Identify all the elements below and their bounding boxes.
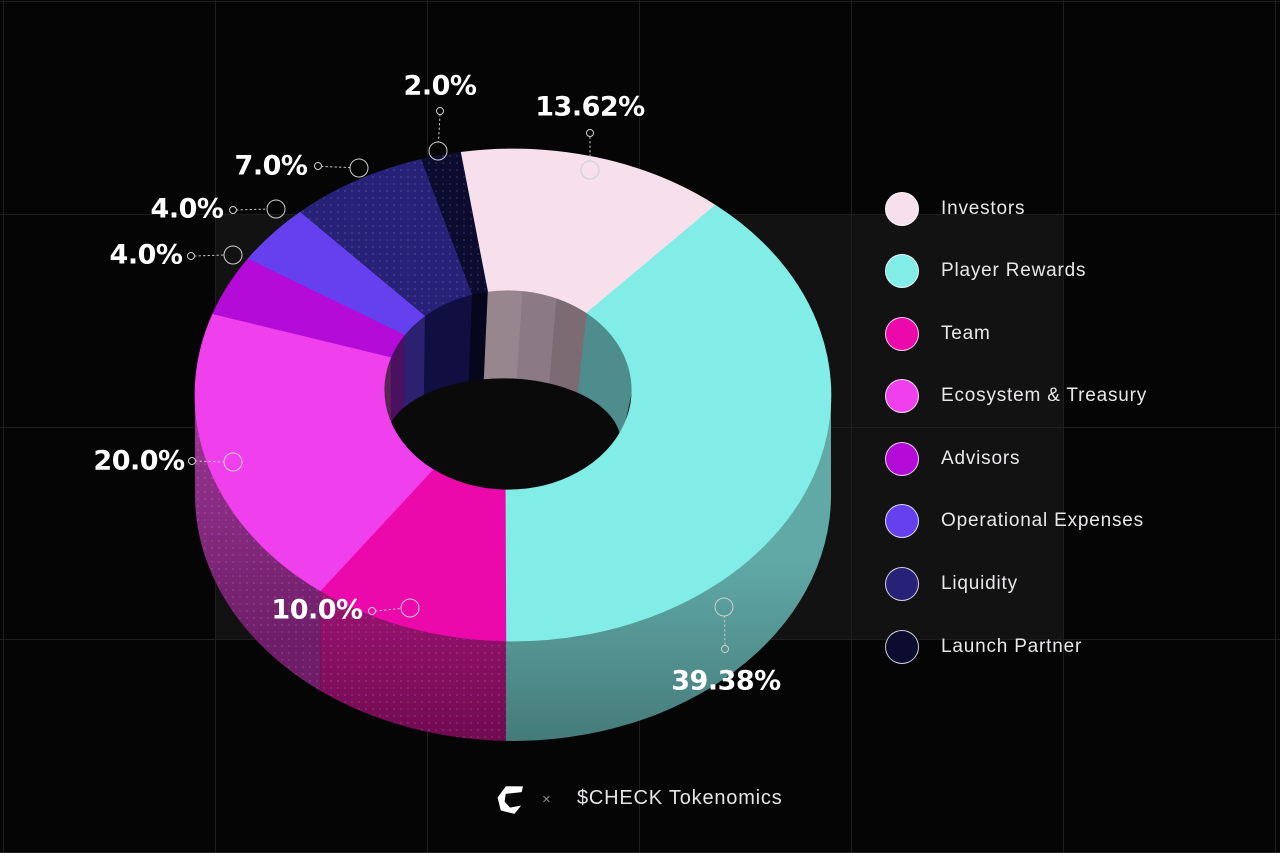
grid-line (0, 427, 1280, 428)
legend-swatch (885, 567, 919, 601)
legend-item-launch-partner: Launch Partner (885, 630, 1082, 664)
legend-label: Investors (941, 198, 1026, 219)
multiply-separator: × (542, 791, 551, 808)
legend-label: Launch Partner (941, 636, 1083, 657)
legend-swatch (885, 192, 919, 226)
legend-item-advisors: Advisors (885, 442, 1020, 476)
legend-item-liquidity: Liquidity (885, 567, 1018, 601)
grid-line (1063, 0, 1064, 853)
callout-liquidity (314, 158, 369, 178)
legend-swatch (885, 379, 919, 413)
footer-title: $CHECK Tokenomics (577, 787, 783, 809)
slice-label-advisors: 4.0% (109, 239, 183, 271)
callout-target-circle (428, 141, 448, 161)
legend-label: Team (941, 323, 991, 344)
legend-swatch (885, 317, 919, 351)
legend-item-player-rewards: Player Rewards (885, 254, 1086, 288)
grid-line (851, 0, 852, 853)
callout-investors (580, 129, 600, 180)
callout-anchor-circle (436, 107, 444, 115)
footer: × $CHECK Tokenomics (0, 778, 1280, 822)
callout-launch-partner (428, 107, 448, 161)
legend-label: Liquidity (941, 573, 1018, 594)
legend-item-team: Team (885, 317, 991, 351)
legend-label: Operational Expenses (941, 510, 1144, 531)
callout-anchor-circle (188, 457, 196, 465)
callout-target-circle (580, 160, 600, 180)
legend-label: Player Rewards (941, 260, 1087, 281)
legend-label: Ecosystem & Treasury (941, 385, 1148, 406)
slice-label-liquidity: 7.0% (234, 150, 308, 182)
brand-logo (497, 786, 523, 814)
callout-line (438, 114, 441, 143)
slice-label-operational-expenses: 4.0% (150, 193, 224, 225)
callout-anchor-circle (314, 162, 322, 170)
legend-swatch (885, 442, 919, 476)
legend-item-ecosystem-treasury: Ecosystem & Treasury (885, 379, 1147, 413)
grid-line (0, 1, 1280, 2)
slice-label-ecosystem-treasury: 20.0% (93, 445, 185, 477)
legend-swatch (885, 630, 919, 664)
grid-line (3, 0, 4, 853)
slice-label-player-rewards: 39.38% (671, 665, 781, 697)
legend-item-operational-expenses: Operational Expenses (885, 504, 1144, 538)
callout-anchor-circle (187, 252, 195, 260)
legend-swatch (885, 504, 919, 538)
callout-anchor-circle (586, 129, 594, 137)
callout-line (236, 208, 268, 211)
legend-item-investors: Investors (885, 192, 1025, 226)
legend-label: Advisors (941, 448, 1021, 469)
slice-label-launch-partner: 2.0% (403, 70, 477, 102)
callout-anchor-circle (721, 645, 729, 653)
callout-target-circle (349, 158, 369, 178)
grid-line (1275, 0, 1276, 853)
callout-anchor-circle (229, 206, 237, 214)
slice-label-investors: 13.62% (535, 91, 645, 123)
brand-logo-glyph (497, 786, 523, 814)
callout-line (321, 166, 351, 168)
slice-label-team: 10.0% (271, 594, 363, 626)
legend-swatch (885, 254, 919, 288)
grid-line (0, 639, 1280, 640)
